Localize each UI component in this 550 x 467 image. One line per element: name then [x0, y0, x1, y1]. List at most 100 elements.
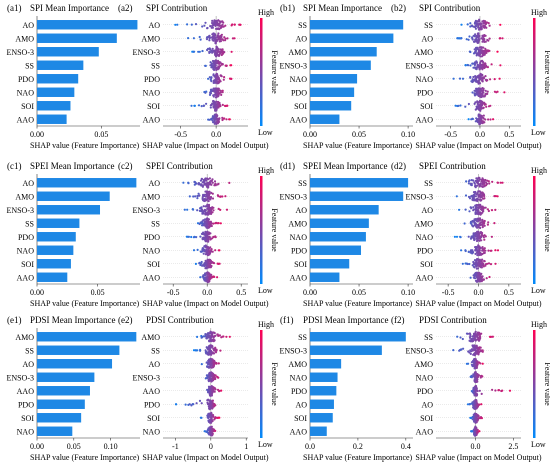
shap-point [218, 249, 221, 252]
shap-point [480, 121, 483, 124]
shap-point [474, 271, 477, 275]
shap-point [223, 117, 226, 120]
shap-point [204, 211, 207, 214]
shap-point [476, 212, 479, 215]
shap-point [218, 262, 221, 265]
shap-point [192, 50, 195, 53]
shap-point [209, 25, 212, 28]
shap-point [478, 34, 481, 38]
shap-point [474, 101, 477, 104]
shap-point [480, 272, 483, 275]
y-tick-label: AMO [288, 219, 307, 228]
shap-point [469, 64, 472, 67]
shap-point [473, 259, 477, 262]
panel-e2: (e2) PDSI Contribution AMO SS AO ENSO-3 AAO PDO… [118, 315, 279, 462]
shap-point [476, 431, 479, 434]
panel-b1: (b1) SPI Mean Importance SS AO AMO ENSO-3 NAO P… [279, 3, 415, 150]
shap-point [494, 249, 497, 252]
y-tick-label: ENSO-3 [405, 61, 433, 70]
shap-point [175, 403, 178, 406]
colorbar-high-label: High [531, 166, 547, 175]
shap-point [481, 185, 484, 188]
shap-point [202, 104, 205, 107]
y-tick-label: AO [295, 34, 307, 43]
shap-point [199, 263, 202, 267]
shap-point [219, 222, 222, 225]
x-axis-label: SHAP value (Impact on Model Output) [142, 141, 268, 150]
shap-point [204, 333, 207, 336]
shap-point [207, 366, 210, 369]
shap-point [487, 262, 491, 265]
shap-point [212, 35, 215, 38]
y-tick-label: SS [424, 179, 433, 188]
shap-point [218, 50, 221, 53]
x-tick-label: 0.10 [401, 130, 415, 139]
shap-point [469, 352, 472, 355]
shap-point [190, 23, 193, 26]
shap-point [208, 76, 211, 79]
shap-point [213, 180, 217, 183]
shap-point [212, 121, 215, 124]
shap-point [210, 385, 213, 388]
shap-point [209, 220, 212, 223]
panel-title: PDSI Mean Importance [30, 315, 115, 325]
shap-point [478, 232, 481, 235]
x-tick-label: 0.00 [303, 288, 317, 297]
shap-point [210, 264, 213, 268]
shap-point [468, 35, 471, 38]
shap-point [215, 72, 218, 75]
panel-e1: (e1) PDSI Mean Importance AMO SS AO ENSO-3 AAO… [6, 315, 140, 462]
shap-point [483, 194, 486, 198]
feature-colorbar: High Low Feature value [258, 166, 279, 295]
shap-point [194, 195, 197, 198]
shap-point [477, 87, 480, 90]
shap-point [476, 64, 479, 67]
shap-point [212, 100, 215, 103]
shap-point [206, 388, 209, 391]
shap-point [477, 28, 481, 31]
shap-point [458, 349, 461, 352]
shap-point [469, 237, 473, 240]
shap-point [207, 280, 210, 283]
shap-point [467, 350, 470, 353]
shap-point [461, 77, 465, 80]
shap-point [208, 258, 211, 261]
x-tick-label: 0.05 [352, 130, 366, 139]
shap-point [477, 183, 480, 186]
shap-point [199, 235, 202, 238]
y-tick-label: SS [25, 61, 34, 70]
shap-point [493, 195, 496, 198]
shap-point [213, 335, 216, 338]
bar [37, 272, 68, 282]
shap-point [489, 263, 493, 266]
y-tick-label: NAO [143, 246, 161, 255]
shap-point [493, 78, 496, 81]
y-tick-label: SOI [147, 102, 160, 111]
shap-point [482, 234, 485, 237]
shap-point [215, 23, 218, 26]
shap-point [482, 278, 485, 281]
shap-point [489, 104, 492, 107]
bar [37, 205, 101, 215]
shap-point [460, 23, 463, 26]
panel-title: SPEI Mean Importance [303, 161, 387, 171]
shap-point [184, 403, 187, 406]
shap-point [474, 80, 478, 83]
shap-point [478, 245, 481, 248]
shap-point [213, 339, 216, 342]
shap-point [206, 207, 209, 210]
shap-point [484, 25, 487, 28]
shap-point [476, 251, 479, 254]
shap-point [208, 426, 211, 429]
shap-point [494, 208, 497, 211]
shap-point [200, 222, 203, 225]
y-tick-label: ENSO-3 [6, 373, 34, 382]
shap-point [473, 92, 476, 95]
shap-point [467, 235, 470, 238]
y-tick-label: AMO [414, 360, 433, 369]
shap-point [196, 248, 199, 251]
shap-point [205, 250, 208, 253]
shap-point [207, 264, 210, 267]
panel-label: (e1) [7, 315, 22, 325]
shap-point [197, 192, 200, 195]
